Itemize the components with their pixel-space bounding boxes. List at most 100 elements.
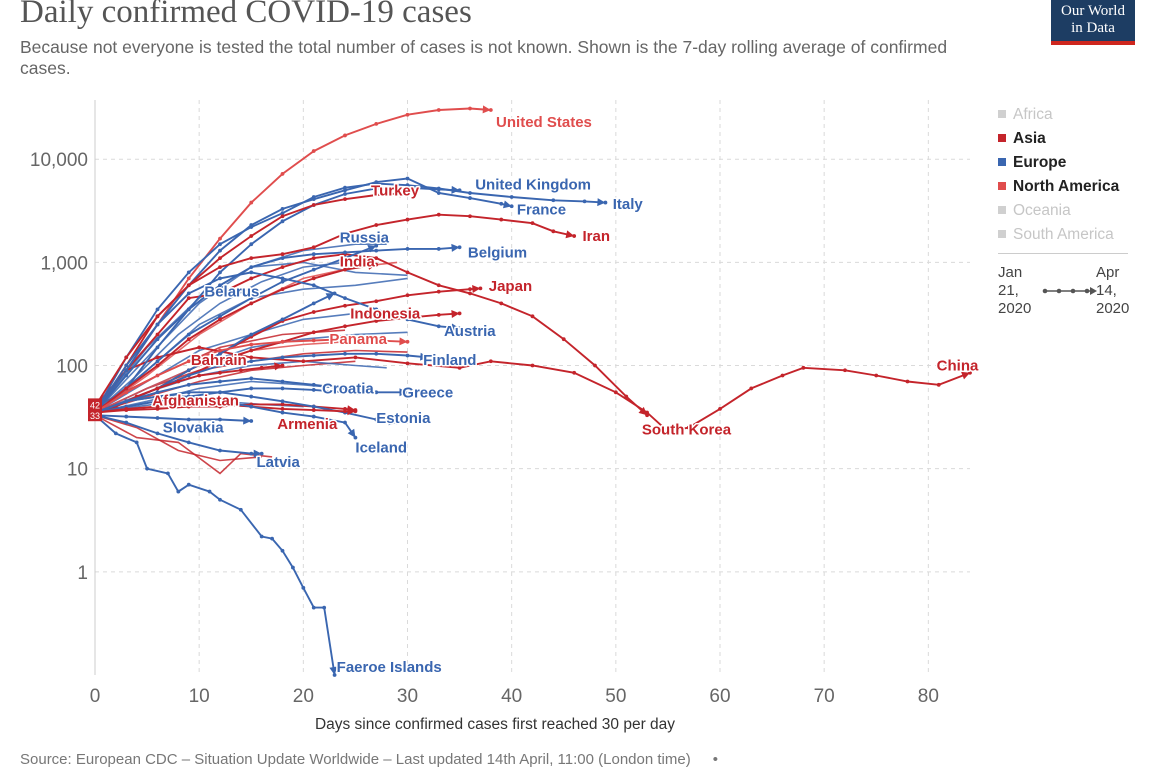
data-point (572, 370, 577, 375)
data-point (249, 256, 254, 261)
data-point (624, 394, 629, 399)
data-point (749, 386, 754, 391)
data-point (218, 417, 222, 422)
series-end-arrow (274, 362, 283, 371)
legend-swatch (998, 134, 1006, 142)
series-end-arrow (253, 449, 262, 458)
data-point (155, 322, 160, 327)
legend-label: North America (1013, 178, 1120, 195)
data-point (280, 548, 285, 553)
data-point (155, 404, 160, 409)
data-point (155, 332, 160, 337)
series-label-halo: Japan (489, 278, 532, 295)
data-point (113, 431, 118, 436)
data-point (374, 299, 379, 304)
y-tick-label: 1,000 (40, 253, 88, 274)
data-point (343, 185, 347, 190)
series-end-arrow (565, 230, 575, 239)
legend-item-oceania[interactable]: Oceania (998, 199, 1138, 223)
data-point (197, 345, 202, 350)
legend-label: Europe (1013, 154, 1067, 171)
data-point (218, 497, 222, 502)
data-point (124, 390, 129, 395)
data-point (291, 565, 295, 570)
data-point (343, 420, 347, 425)
data-point (301, 359, 306, 364)
series-label: Latvia (256, 454, 300, 471)
series-label: France (517, 202, 566, 219)
start-value-badge (88, 398, 102, 411)
data-point (249, 296, 254, 301)
start-value-label: 33 (90, 411, 100, 421)
series-label-halo: Faeroe Islands (337, 659, 442, 676)
data-point (436, 312, 441, 317)
data-point (780, 373, 785, 378)
data-point (218, 351, 222, 356)
legend-item-north-america[interactable]: North America (998, 175, 1138, 199)
legend-item-europe[interactable]: Europe (998, 151, 1138, 175)
data-point (343, 192, 347, 196)
data-point (374, 256, 379, 261)
legend-item-asia[interactable]: Asia (998, 127, 1138, 151)
background-series-line (94, 414, 273, 475)
timeline-range[interactable]: Jan 21, 2020 Apr 14, 2020 (998, 264, 1138, 324)
data-point (311, 338, 316, 343)
data-point (218, 379, 222, 384)
x-tick-label: 60 (709, 686, 730, 707)
legend-item-south-america[interactable]: South America (998, 223, 1138, 247)
data-point (186, 296, 191, 301)
data-point (249, 359, 254, 364)
data-point (311, 276, 316, 281)
data-point (311, 252, 316, 257)
data-point (374, 351, 379, 356)
series-line (94, 263, 377, 414)
data-point (280, 386, 285, 391)
data-point (343, 133, 347, 138)
x-tick-label: 40 (501, 686, 522, 707)
owid-logo[interactable]: Our World in Data (1051, 0, 1135, 45)
series-label: Bahrain (191, 352, 247, 369)
x-tick-label: 50 (605, 686, 626, 707)
data-point (186, 402, 191, 407)
data-point (155, 359, 160, 364)
data-point (405, 270, 410, 275)
data-point (488, 359, 493, 364)
data-point (436, 324, 441, 329)
data-point (468, 106, 472, 111)
gridlines (95, 100, 970, 675)
series-label: Italy (613, 196, 644, 213)
legend-label: Oceania (1013, 202, 1071, 219)
data-point (280, 363, 285, 368)
data-point (353, 409, 358, 414)
data-point (218, 348, 222, 353)
series-armenia (93, 402, 358, 416)
legend-label: South America (1013, 226, 1114, 243)
series-line (94, 377, 366, 414)
data-point (405, 247, 410, 251)
data-point (374, 186, 379, 191)
data-point (436, 289, 441, 294)
data-point (718, 406, 722, 411)
data-point (311, 605, 316, 610)
data-point (311, 382, 316, 387)
series-label-halo: Latvia (256, 454, 300, 471)
legend-item-africa[interactable]: Africa (998, 103, 1138, 127)
data-point (374, 417, 379, 422)
series-label-halo: Indonesia (350, 305, 421, 322)
data-point (218, 402, 222, 407)
data-point (468, 291, 472, 296)
data-point (405, 293, 410, 298)
data-point (311, 301, 316, 306)
data-point (457, 188, 462, 193)
data-point (124, 420, 129, 425)
data-point (218, 248, 222, 253)
data-point (311, 283, 316, 288)
source-text: Source: European CDC – Situation Update … (20, 751, 691, 768)
data-point (405, 185, 410, 190)
series-faeroe-islands (93, 413, 338, 677)
data-point (218, 276, 222, 281)
data-point (155, 390, 160, 395)
series-label-halo: Greece (402, 384, 453, 401)
